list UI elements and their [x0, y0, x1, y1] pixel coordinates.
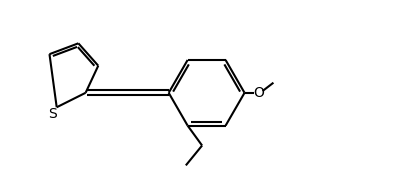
Text: S: S: [48, 107, 57, 121]
Text: O: O: [252, 86, 263, 100]
